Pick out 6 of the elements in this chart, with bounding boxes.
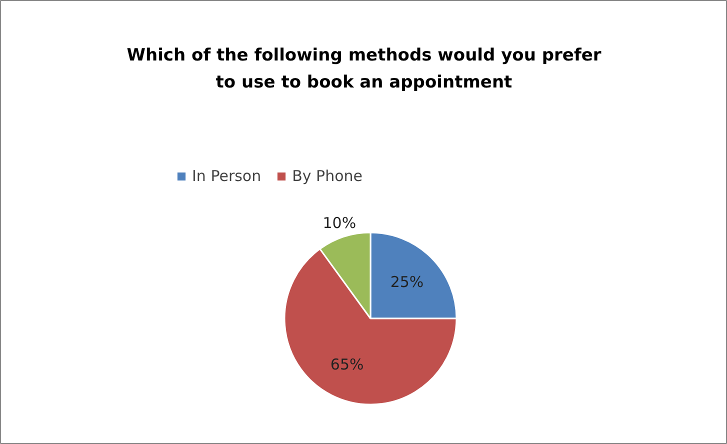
legend-label: In Person [192,167,262,185]
data-label: 65% [330,355,364,374]
chart-title: Which of the following methods would you prefer to use to book an appointment [126,46,602,92]
data-label: 25% [390,273,424,292]
data-label: 10% [322,214,356,232]
legend-label: By Phone [292,167,363,185]
